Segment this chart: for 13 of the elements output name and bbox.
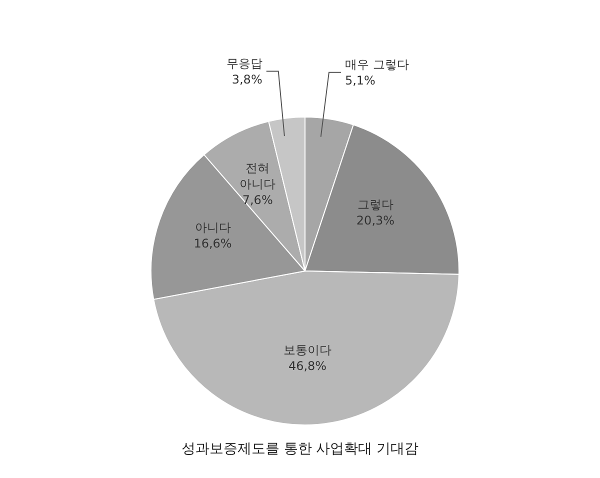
- data-label: 5,1%: [344, 73, 376, 88]
- data-label: 16,6%: [194, 236, 232, 251]
- data-label: 46,8%: [288, 359, 327, 374]
- slice-label: 보통이다: [284, 343, 332, 358]
- slice-label: 매우 그렇다: [344, 57, 409, 72]
- slice-label: 전혀 아니다: [240, 160, 276, 191]
- data-label: 3,8%: [232, 72, 262, 86]
- slice-label: 그렇다: [357, 198, 394, 212]
- text: 성과보증제도를 통한 사업확대 기대감: [180, 440, 420, 458]
- slice-label: 무응답: [226, 56, 262, 70]
- slice-label: 아니다: [194, 220, 231, 235]
- data-label: 7,6%: [242, 192, 273, 207]
- data-label: 20,3%: [356, 214, 395, 228]
